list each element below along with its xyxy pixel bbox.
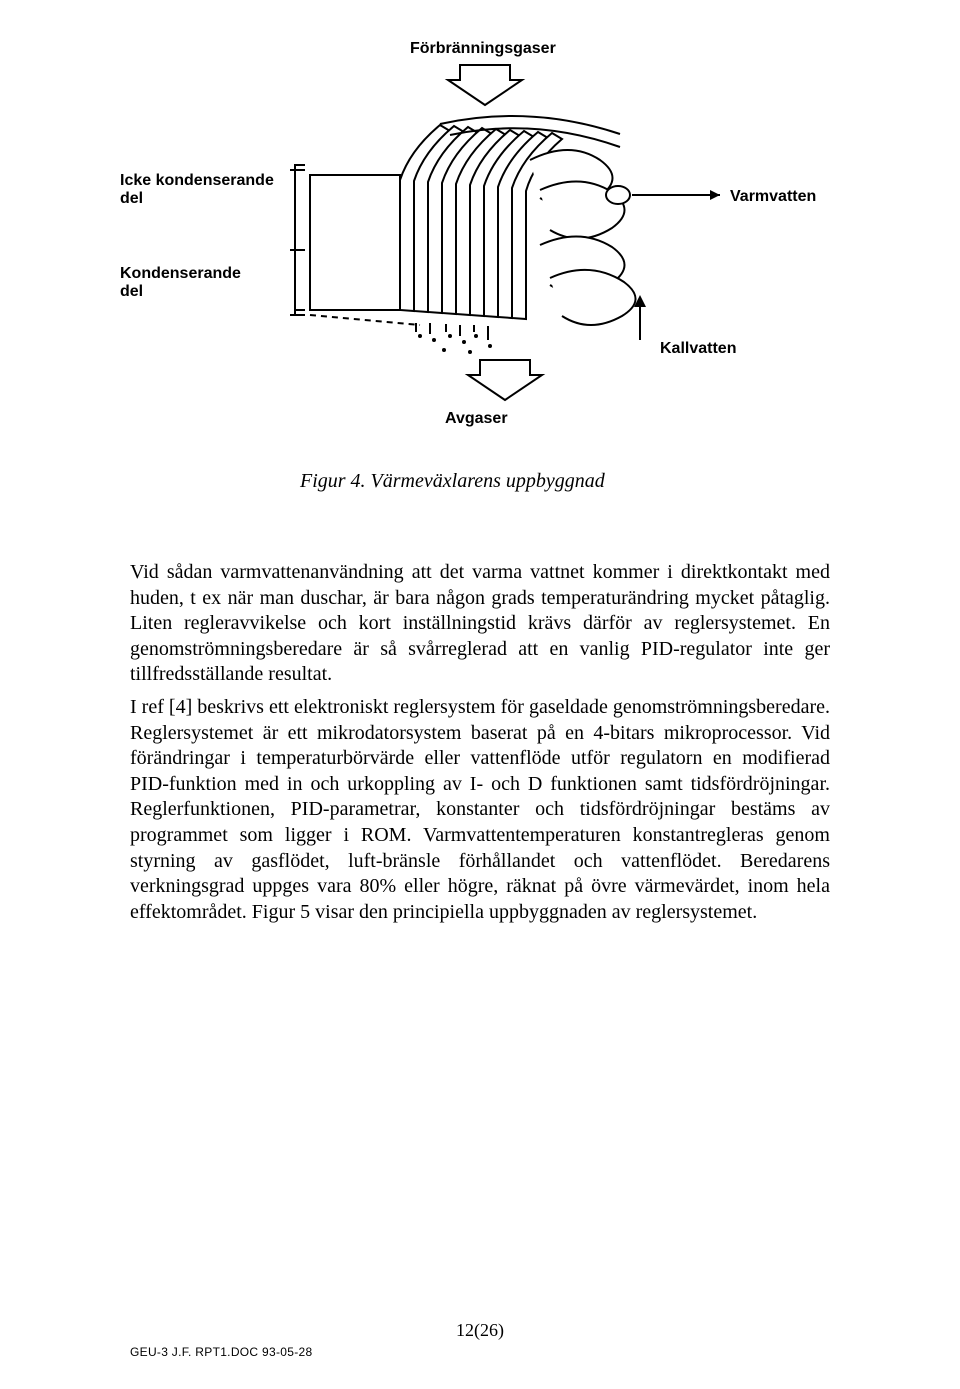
figure-4: Förbränningsgaser Icke kondenserande del… (120, 40, 840, 460)
figure-label-left-lower-1: Kondenserande (120, 265, 241, 283)
figure-label-right-upper: Varmvatten (730, 188, 816, 206)
figure-label-left-lower-2: del (120, 283, 143, 301)
heat-exchanger-diagram (120, 40, 840, 460)
figure-label-right-lower: Kallvatten (660, 340, 736, 358)
document-id: GEU-3 J.F. RPT1.DOC 93-05-28 (130, 1345, 312, 1359)
paragraph-2: I ref [4] beskrivs ett elektroniskt regl… (130, 695, 830, 925)
figure-label-top: Förbränningsgaser (410, 40, 556, 58)
figure-label-left-upper-2: del (120, 190, 143, 208)
page-number: 12(26) (0, 1320, 960, 1341)
figure-label-left-upper-1: Icke kondenserande (120, 172, 274, 190)
figure-caption: Figur 4. Värmeväxlarens uppbyggnad (300, 470, 605, 493)
page: Förbränningsgaser Icke kondenserande del… (0, 0, 960, 1389)
figure-label-bottom: Avgaser (445, 410, 508, 428)
paragraph-1: Vid sådan varmvattenanvändning att det v… (130, 560, 830, 688)
